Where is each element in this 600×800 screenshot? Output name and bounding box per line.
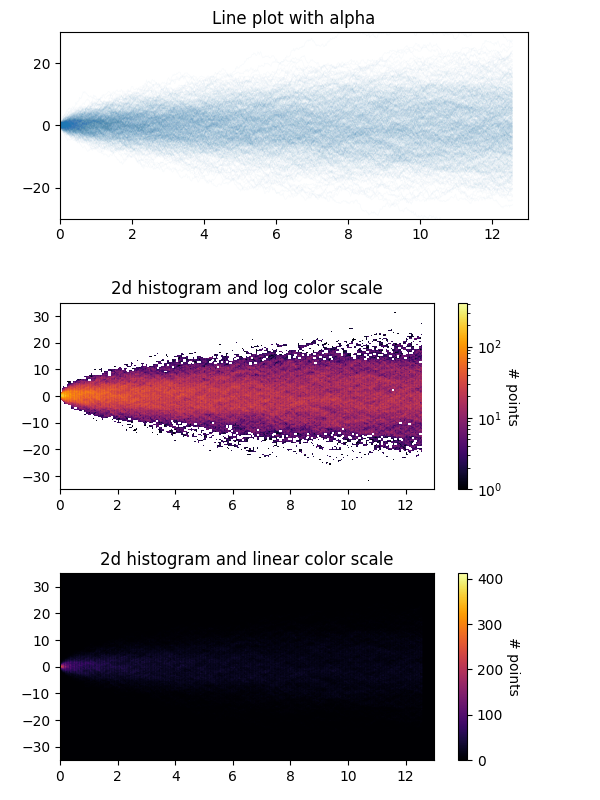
Y-axis label: # points: # points [506, 638, 520, 696]
Title: Line plot with alpha: Line plot with alpha [212, 10, 376, 28]
Y-axis label: # points: # points [505, 366, 519, 426]
Title: 2d histogram and log color scale: 2d histogram and log color scale [112, 280, 383, 298]
Title: 2d histogram and linear color scale: 2d histogram and linear color scale [100, 551, 394, 569]
